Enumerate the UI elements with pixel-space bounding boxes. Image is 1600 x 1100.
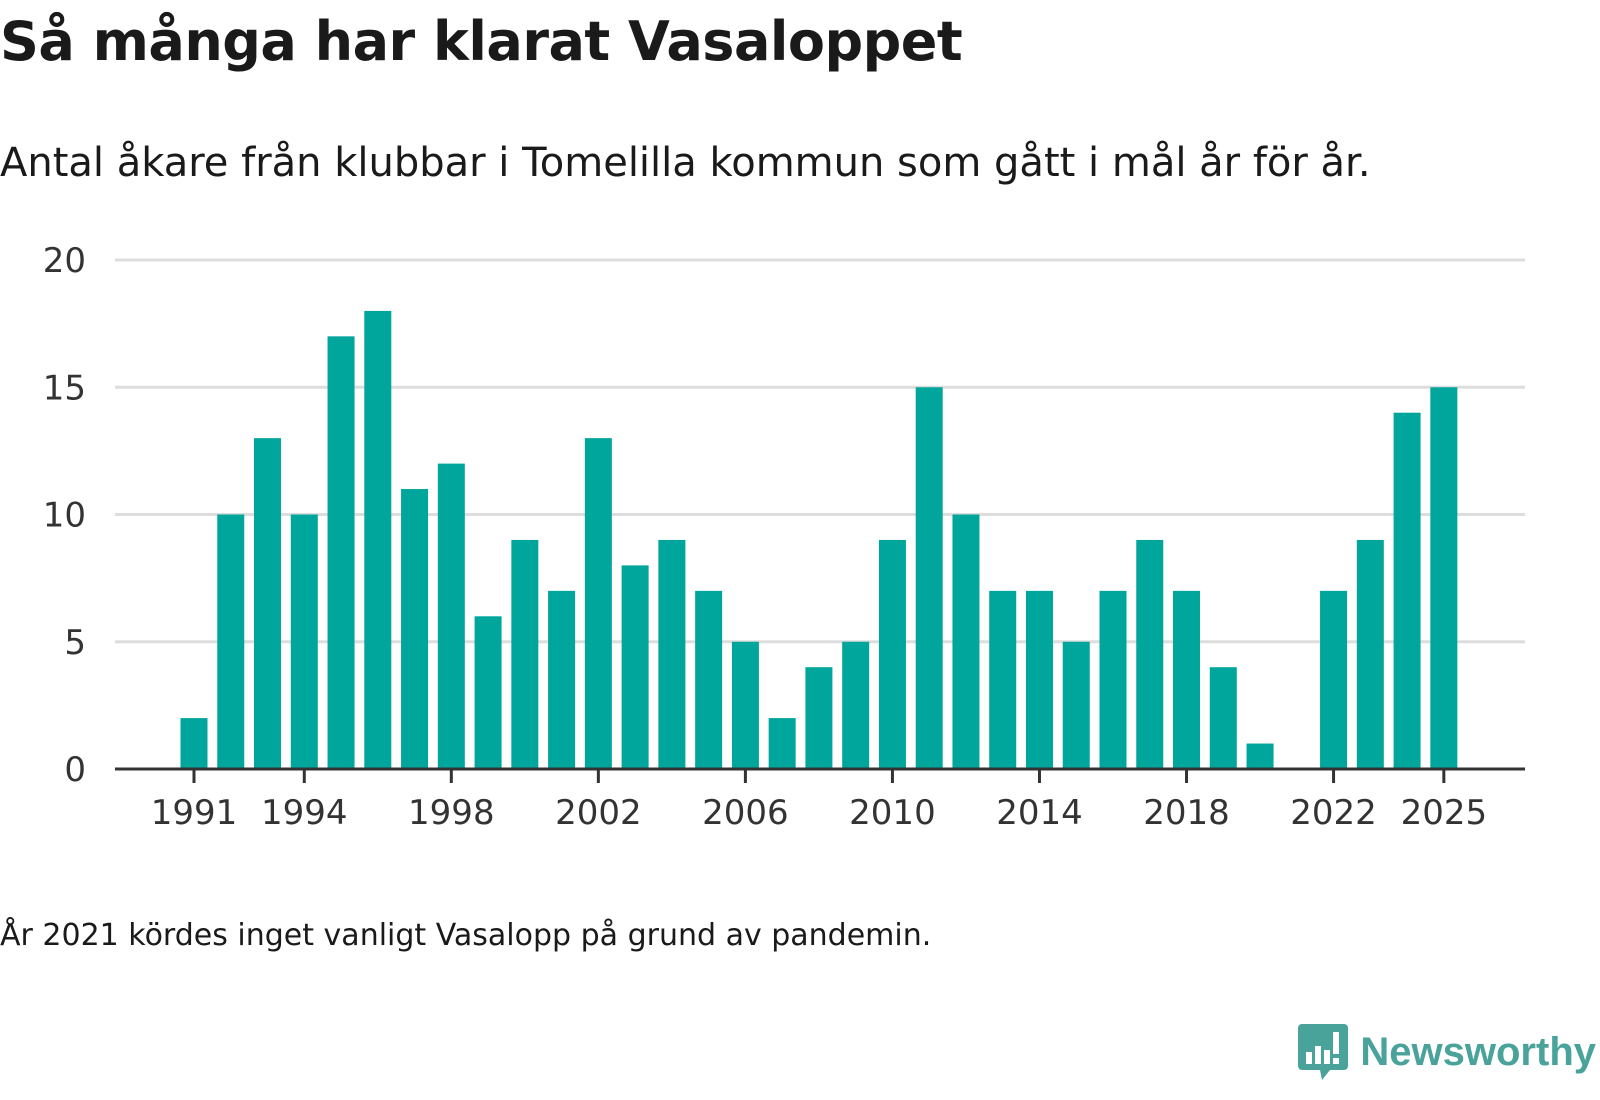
x-tick-label: 2014 xyxy=(996,793,1083,833)
x-tick-label: 2006 xyxy=(702,793,789,833)
bar-1994 xyxy=(290,514,318,769)
newsworthy-logo-icon xyxy=(1298,1024,1349,1080)
bar-2003 xyxy=(621,565,649,769)
bar-1991 xyxy=(180,718,208,769)
bar-2022 xyxy=(1320,590,1348,769)
y-tick-label: 10 xyxy=(43,496,86,536)
bar-2001 xyxy=(548,590,576,769)
bar-2006 xyxy=(731,641,759,769)
y-tick-label: 15 xyxy=(43,368,86,408)
x-tick-label: 2002 xyxy=(555,793,642,833)
bar-1999 xyxy=(474,616,502,769)
bar-1996 xyxy=(364,310,392,769)
x-tick-label: 1994 xyxy=(261,793,348,833)
bar-chart: 0 5 10 15 20 1991 1994 1998 2002 2006 2010 2014 201… xyxy=(43,241,1525,833)
bar-2016 xyxy=(1099,590,1127,769)
x-tick-label: 2010 xyxy=(849,793,936,833)
x-axis xyxy=(115,767,1525,783)
bar-2011 xyxy=(915,387,943,769)
bar-2010 xyxy=(878,539,906,769)
bar-2013 xyxy=(989,590,1017,769)
bar-2017 xyxy=(1136,539,1164,769)
bar-2015 xyxy=(1062,641,1090,769)
x-tick-label: 2022 xyxy=(1290,793,1377,833)
footnote: År 2021 kördes inget vanligt Vasalopp på… xyxy=(0,918,932,953)
bar-1992 xyxy=(217,514,245,769)
logo-text: Newsworthy xyxy=(1360,1029,1596,1074)
bar-2000 xyxy=(511,539,539,769)
x-tick-label: 1998 xyxy=(408,793,495,833)
chart-subtitle: Antal åkare från klubbar i Tomelilla kom… xyxy=(0,140,1371,186)
x-tick-label: 1991 xyxy=(151,793,238,833)
bar-2019 xyxy=(1209,667,1237,769)
grid-lines xyxy=(115,258,1525,644)
bars xyxy=(180,310,1458,769)
bar-2005 xyxy=(695,590,723,769)
bar-1998 xyxy=(437,463,465,769)
bar-2009 xyxy=(842,641,870,769)
bar-2025 xyxy=(1430,387,1458,769)
x-axis-labels: 1991 1994 1998 2002 2006 2010 2014 2018 2022 2025 xyxy=(151,793,1487,833)
bar-2024 xyxy=(1393,412,1421,769)
y-tick-label: 0 xyxy=(64,750,86,790)
bar-2002 xyxy=(584,438,612,769)
bar-2012 xyxy=(952,514,980,769)
y-axis-labels: 0 5 10 15 20 xyxy=(43,241,86,790)
x-tick-label: 2025 xyxy=(1401,793,1488,833)
y-tick-label: 20 xyxy=(43,241,86,281)
bar-1997 xyxy=(401,489,429,769)
bar-2023 xyxy=(1356,539,1384,769)
y-tick-label: 5 xyxy=(64,623,86,663)
bar-2008 xyxy=(805,667,833,769)
bar-2020 xyxy=(1246,743,1274,769)
bar-2007 xyxy=(768,718,796,769)
bar-2014 xyxy=(1025,590,1053,769)
newsworthy-logo[interactable]: Newsworthy xyxy=(1296,1022,1596,1082)
bar-2004 xyxy=(658,539,686,769)
chart-title: Så många har klarat Vasaloppet xyxy=(0,10,963,73)
bar-1995 xyxy=(327,336,355,769)
x-tick-label: 2018 xyxy=(1143,793,1230,833)
bar-1993 xyxy=(254,438,282,769)
bar-2018 xyxy=(1173,590,1201,769)
